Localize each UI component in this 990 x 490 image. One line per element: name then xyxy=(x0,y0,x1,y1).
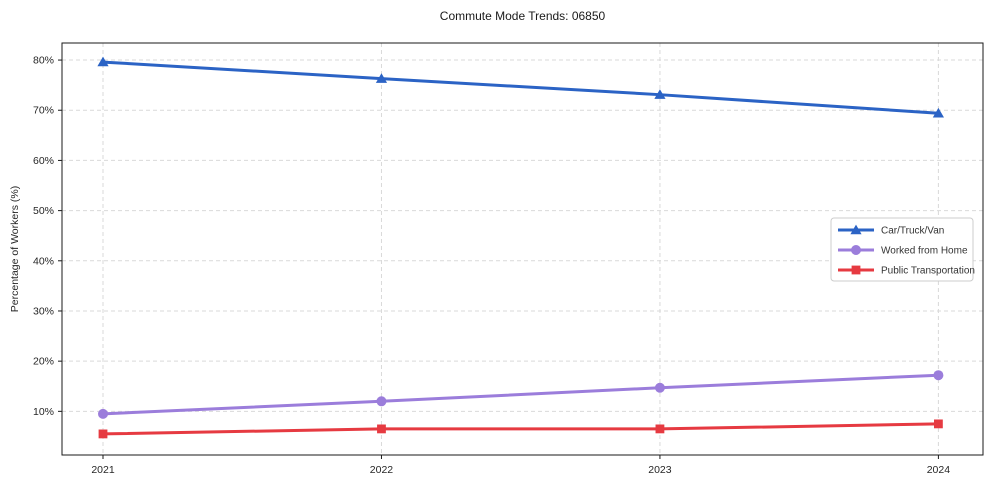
legend-marker xyxy=(850,224,862,235)
legend-marker xyxy=(851,265,861,275)
data-point-marker xyxy=(98,429,108,439)
x-tick-label: 2021 xyxy=(91,464,115,476)
y-tick-label: 70% xyxy=(33,105,54,117)
series-line-car-truck-van xyxy=(101,60,940,115)
legend-label: Car/Truck/Van xyxy=(881,226,944,237)
data-point-marker xyxy=(98,408,108,419)
legend-label: Public Transportation xyxy=(881,266,975,277)
series-public-transportation xyxy=(98,419,943,439)
legend: Car/Truck/Van Worked from Home Public Tran… xyxy=(830,217,975,282)
data-point-marker xyxy=(376,396,387,407)
legend-label: Worked from Home xyxy=(881,246,968,257)
y-tick-label: 30% xyxy=(33,305,54,317)
y-tick-label: 80% xyxy=(33,55,54,67)
legend-entry: Car/Truck/Van xyxy=(838,224,944,237)
y-tick-label: 40% xyxy=(33,255,54,267)
data-point-marker xyxy=(933,370,944,381)
data-point-marker xyxy=(654,89,666,99)
data-point-marker xyxy=(655,424,665,434)
data-point-marker xyxy=(97,56,109,67)
y-tick-label: 10% xyxy=(33,406,54,418)
legend-box xyxy=(830,217,974,282)
data-point-marker xyxy=(377,424,386,434)
x-tick-label: 2023 xyxy=(648,464,672,476)
data-point-marker xyxy=(654,382,665,393)
series-car-truck-van xyxy=(97,56,944,118)
series-line-public-transportation xyxy=(101,422,940,436)
series-worked-from-home xyxy=(98,370,944,419)
y-tick-label: 50% xyxy=(33,205,54,217)
legend-entry: Worked from Home xyxy=(838,245,968,257)
data-point-marker xyxy=(934,419,943,429)
plot-border xyxy=(61,42,984,456)
data-point-marker xyxy=(375,73,388,83)
legend-marker xyxy=(851,245,861,255)
x-tick-label: 2024 xyxy=(927,464,951,476)
y-tick-label: 60% xyxy=(33,155,54,167)
chart-title: Commute Mode Trends: 06850 xyxy=(439,9,606,23)
legend-entry: Public Transportation xyxy=(838,266,975,277)
data-point-marker xyxy=(932,107,944,118)
x-tick-label: 2022 xyxy=(370,464,394,476)
series-line-worked-from-home xyxy=(101,373,940,416)
y-tick-label: 20% xyxy=(33,356,54,368)
